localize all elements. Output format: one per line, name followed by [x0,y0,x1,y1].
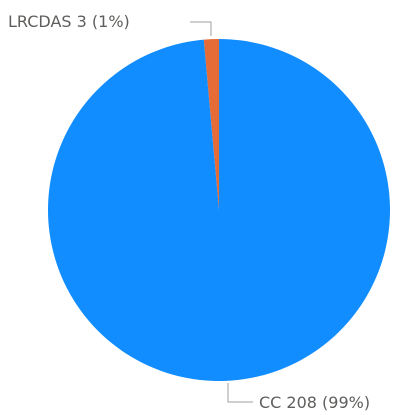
pie-slice-cc[interactable] [48,39,391,381]
leader-line-cc [227,383,253,403]
data-label-lrcdas: LRCDAS 3 (1%) [8,12,130,31]
data-label-cc: CC 208 (99%) [259,393,370,412]
leader-line-lrcdas [190,21,212,36]
pie-slice-lrcdas[interactable] [203,39,219,210]
